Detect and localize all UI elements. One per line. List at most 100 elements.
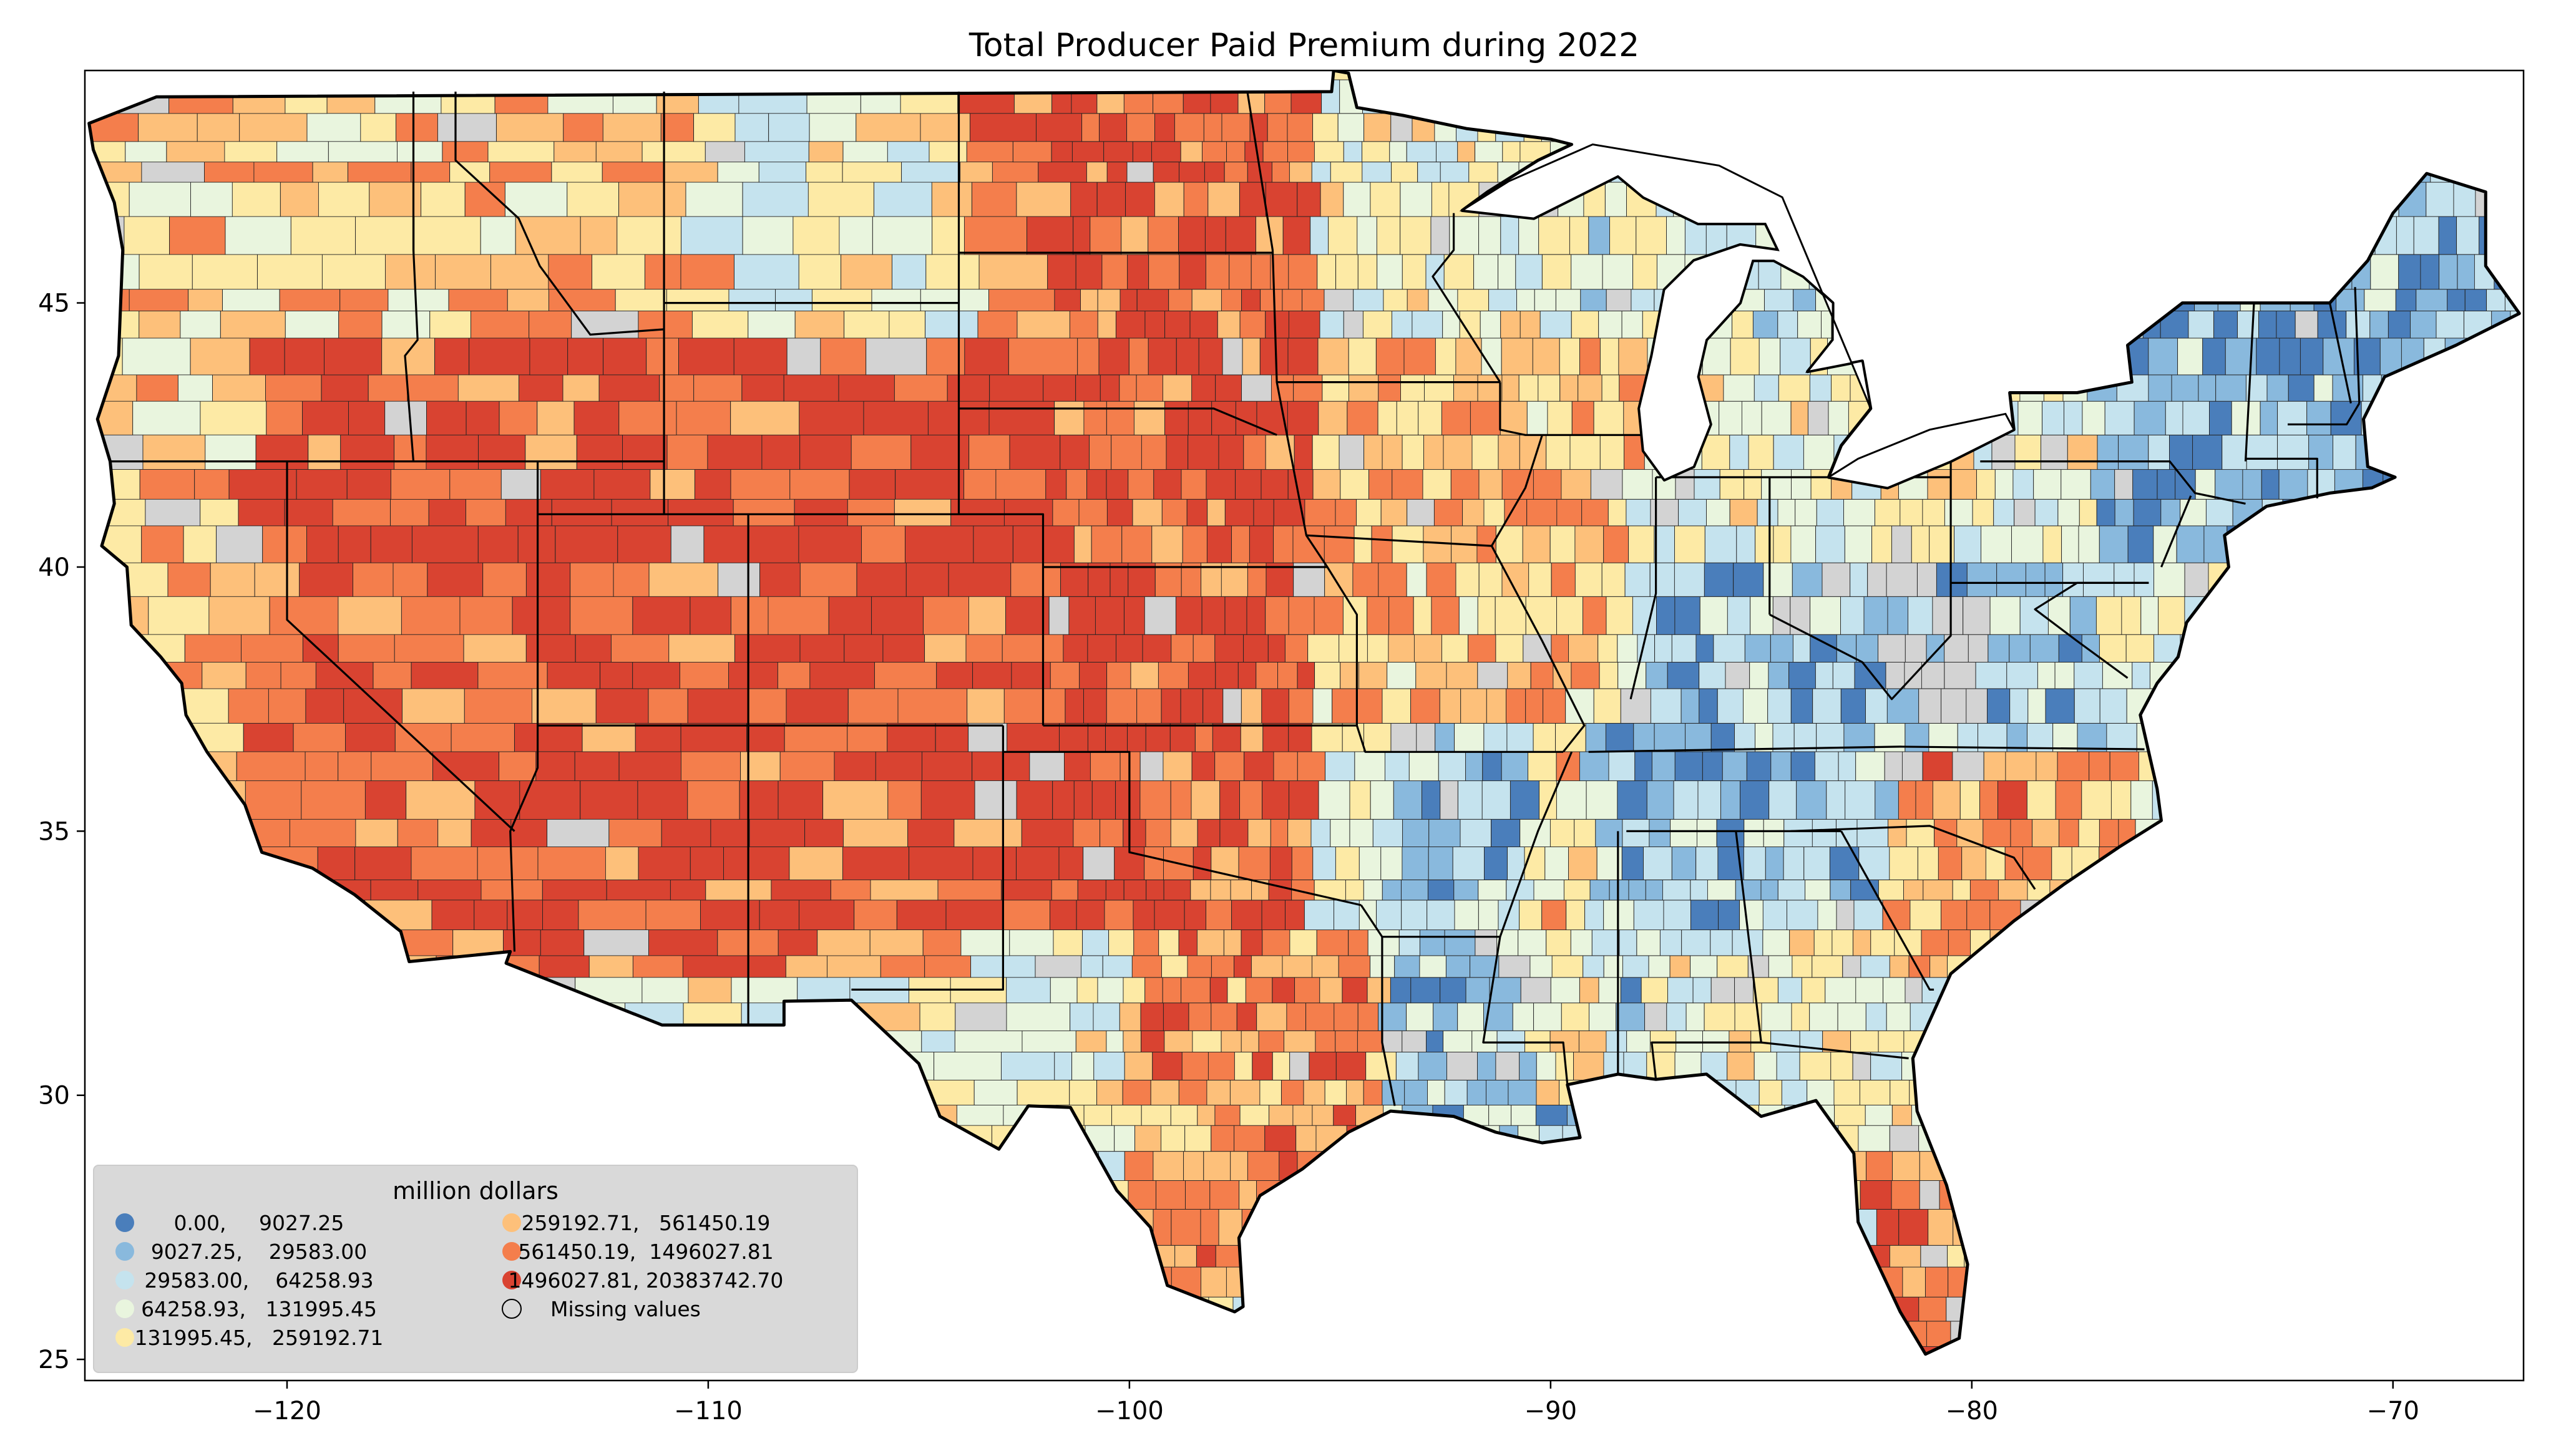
county: [1720, 780, 1741, 820]
county: [2158, 596, 2185, 635]
county: [1226, 141, 1246, 163]
county: [1371, 525, 1393, 563]
county: [1082, 929, 1109, 956]
county: [1288, 254, 1318, 290]
county: [1204, 216, 1226, 255]
county: [1158, 929, 1179, 956]
county: [1549, 525, 1576, 563]
county: [1097, 977, 1124, 1004]
county: [2055, 780, 2082, 820]
legend-label: 9027.25, 29583.00: [151, 1240, 367, 1264]
county: [1743, 688, 1768, 724]
county: [1052, 498, 1080, 527]
county: [1583, 955, 1604, 978]
county: [1400, 216, 1432, 255]
county: [1889, 1125, 1919, 1152]
county: [1480, 311, 1501, 339]
county: [1139, 751, 1164, 782]
county: [1353, 289, 1384, 311]
county: [1324, 289, 1354, 311]
county: [1727, 1052, 1755, 1080]
county: [1926, 634, 1945, 662]
county: [1207, 498, 1226, 527]
legend-label: 0.00, 9027.25: [174, 1211, 344, 1235]
county: [1710, 929, 1733, 956]
county: [1252, 1052, 1273, 1080]
county: [2313, 374, 2333, 402]
county: [1148, 216, 1179, 255]
county: [1388, 634, 1415, 662]
county: [1051, 141, 1073, 163]
county: [1646, 662, 1668, 689]
county: [1551, 955, 1584, 978]
county: [1586, 780, 1618, 820]
county: [1206, 900, 1232, 931]
county: [1357, 1002, 1379, 1031]
county: [1539, 311, 1572, 339]
county: [1886, 562, 1918, 597]
county: [1961, 847, 1986, 880]
county: [1641, 977, 1669, 1004]
county: [1736, 525, 1756, 563]
county: [1891, 525, 1912, 563]
county: [1339, 634, 1368, 662]
county: [1524, 1030, 1551, 1052]
county: [1538, 216, 1570, 255]
county: [1566, 900, 1586, 931]
county: [1185, 1180, 1211, 1210]
county: [1803, 434, 1835, 470]
county: [2014, 498, 2036, 527]
county: [1312, 469, 1341, 500]
county: [2017, 400, 2043, 435]
county: [1435, 722, 1455, 752]
county: [2079, 498, 2097, 527]
county: [1427, 900, 1455, 931]
county: [1124, 1151, 1154, 1181]
county: [1342, 596, 1368, 635]
county: [1842, 955, 1861, 978]
county: [2074, 662, 2103, 689]
county: [1444, 929, 1476, 956]
county: [1979, 780, 1998, 820]
county: [1866, 1151, 1893, 1181]
county: [1343, 311, 1363, 339]
county: [1123, 977, 1146, 1004]
county: [1574, 562, 1602, 597]
county: [1214, 634, 1244, 662]
county: [1134, 1125, 1162, 1152]
county: [1378, 374, 1401, 402]
county: [2175, 469, 2196, 500]
county: [1262, 780, 1290, 820]
county: [1207, 1052, 1235, 1080]
county: [1888, 818, 1907, 847]
county: [1073, 780, 1093, 820]
county: [1054, 289, 1081, 311]
county: [1282, 289, 1303, 311]
county: [1574, 818, 1596, 847]
county: [1206, 1079, 1231, 1105]
county: [1673, 780, 1699, 820]
county: [1259, 337, 1289, 376]
county: [1754, 374, 1779, 402]
county: [1690, 880, 1708, 901]
county: [1478, 880, 1507, 901]
county: [1710, 977, 1735, 1004]
county: [1568, 847, 1598, 880]
county: [2057, 751, 2090, 782]
county: [1921, 662, 1945, 689]
county: [1391, 162, 1418, 183]
county: [1262, 929, 1290, 956]
county: [1749, 662, 1769, 689]
county: [1533, 1002, 1562, 1031]
county: [2308, 434, 2334, 470]
county: [1261, 469, 1289, 500]
county: [1758, 337, 1781, 376]
county: [2237, 311, 2260, 339]
county: [1758, 1079, 1782, 1105]
county: [1188, 434, 1219, 470]
county: [1452, 847, 1485, 880]
county: [1343, 182, 1371, 217]
county: [1762, 900, 1787, 931]
county: [1506, 688, 1526, 724]
county: [1966, 688, 1988, 724]
